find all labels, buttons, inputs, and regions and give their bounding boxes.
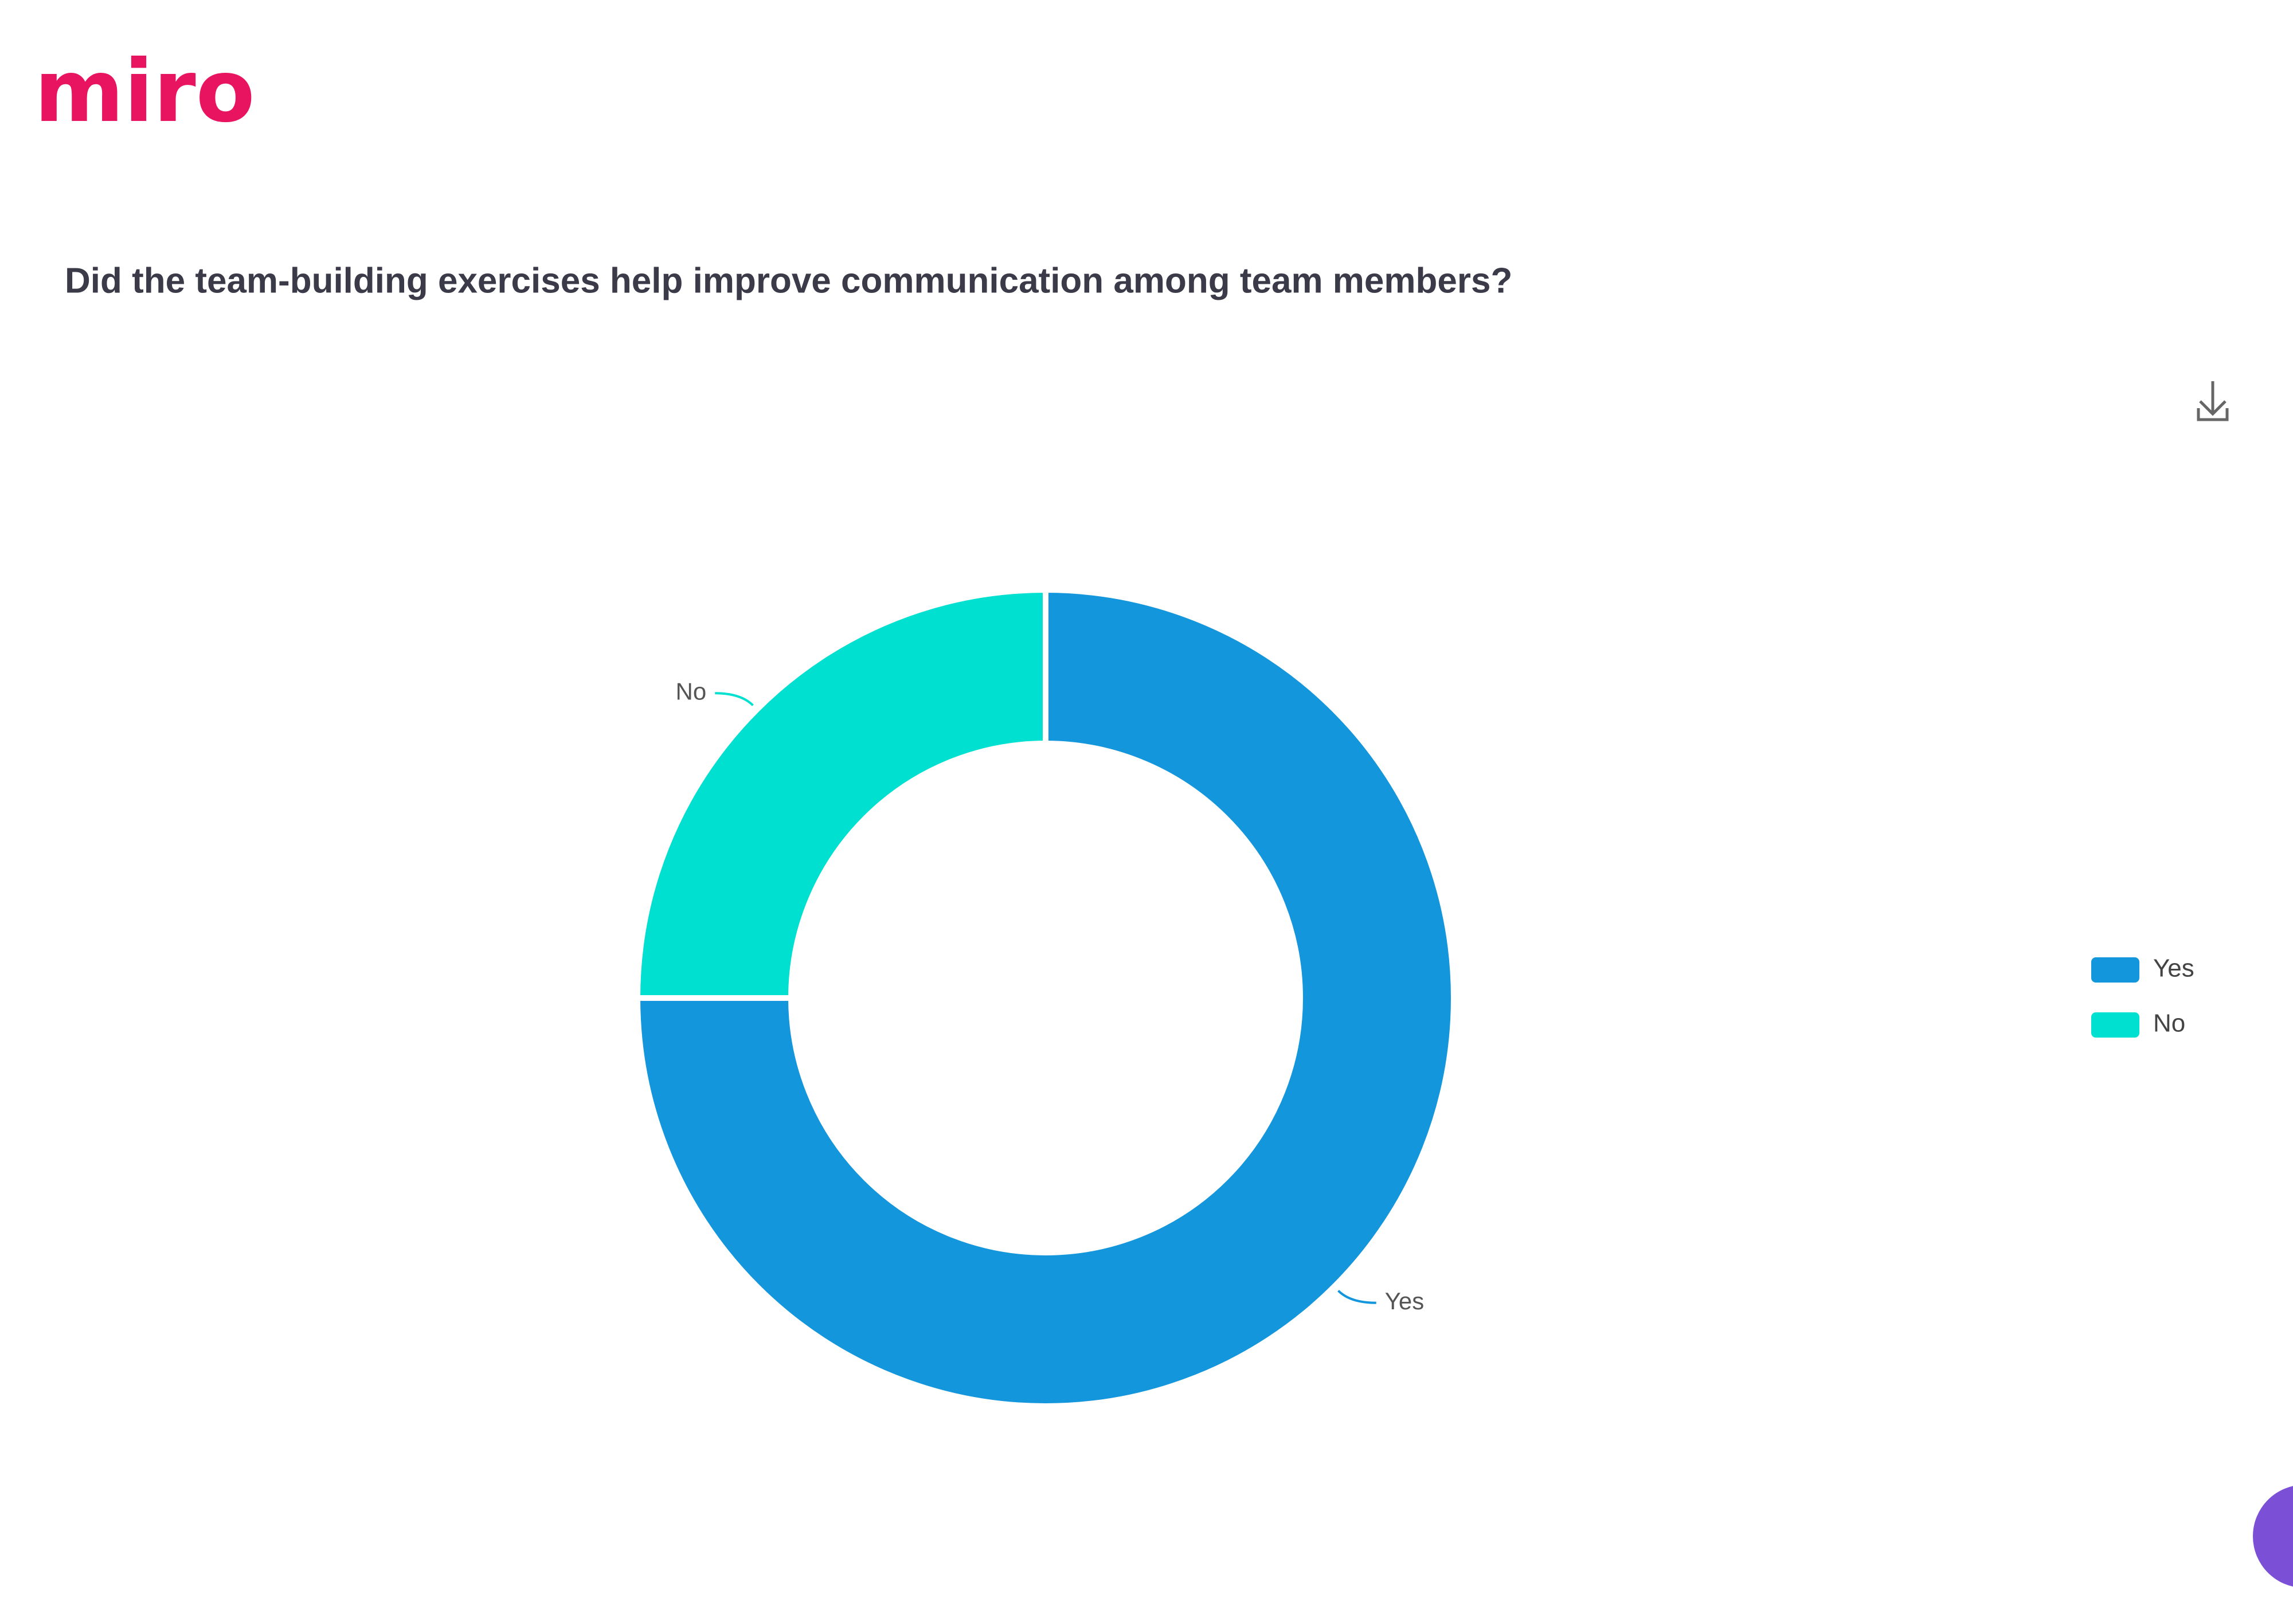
download-button[interactable] bbox=[2197, 381, 2229, 421]
slice-label: No bbox=[676, 678, 707, 705]
logo[interactable]: miro bbox=[34, 42, 255, 142]
legend-label: No bbox=[2153, 1009, 2185, 1038]
slice-label: Yes bbox=[1385, 1288, 1425, 1314]
legend-swatch bbox=[2091, 957, 2139, 983]
chat-widget[interactable] bbox=[2253, 1485, 2293, 1588]
legend-label: Yes bbox=[2153, 954, 2194, 983]
leader-line bbox=[1337, 1290, 1376, 1304]
leader-line bbox=[715, 692, 754, 706]
question-title: Did the team-building exercises help imp… bbox=[65, 261, 1512, 300]
legend-swatch bbox=[2091, 1012, 2139, 1038]
donut-slice bbox=[635, 587, 1048, 1001]
donut-slice bbox=[635, 587, 1457, 1409]
download-icon[interactable] bbox=[2197, 381, 2229, 421]
